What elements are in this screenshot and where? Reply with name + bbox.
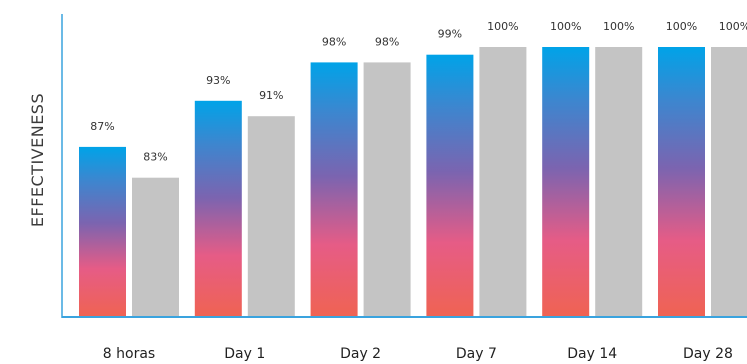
category-label-5: Day 28	[683, 346, 733, 362]
bar-series2-5	[711, 47, 747, 316]
category-label-4: Day 14	[567, 346, 617, 362]
category-labels: 8 horas Day 1 Day 2 Day 7 Day 14 Day 28	[103, 346, 733, 362]
bar-series2-0	[132, 177, 179, 316]
category-label-1: Day 1	[224, 346, 265, 362]
category-label-2: Day 2	[340, 346, 381, 362]
bar-series2-3	[479, 47, 527, 316]
value-label-series1-3: 99%	[438, 28, 462, 41]
bar-series2-1	[247, 116, 295, 316]
bar-series1-5	[658, 47, 705, 316]
category-label-3: Day 7	[456, 346, 497, 362]
category-label-0: 8 horas	[103, 346, 155, 362]
bar-series1-2	[310, 62, 358, 317]
value-label-series2-2: 98%	[375, 35, 399, 48]
bar-series2-2	[363, 62, 411, 317]
value-label-series1-0: 87%	[90, 120, 114, 133]
value-label-series1-5: 100%	[666, 20, 697, 33]
bar-series1-0	[79, 146, 126, 316]
bar-series1-3	[426, 54, 474, 316]
value-label-series1-4: 100%	[550, 20, 581, 33]
value-label-series2-4: 100%	[603, 20, 634, 33]
bars-group: 87% 83% 93% 91% 98% 98% 99% 100% 100% 100% 100% 100…	[79, 20, 747, 317]
value-label-series2-5: 100%	[719, 20, 747, 33]
value-label-series1-2: 98%	[322, 35, 346, 48]
bar-series1-4	[542, 47, 590, 316]
value-label-series2-0: 83%	[143, 151, 167, 164]
value-label-series2-1: 91%	[259, 89, 283, 102]
value-label-series1-1: 93%	[206, 74, 230, 87]
y-axis-label: EFFECTIVENESS	[28, 93, 47, 227]
bar-series2-4	[595, 47, 643, 316]
bar-series1-1	[194, 100, 242, 316]
value-label-series2-3: 100%	[487, 20, 518, 33]
